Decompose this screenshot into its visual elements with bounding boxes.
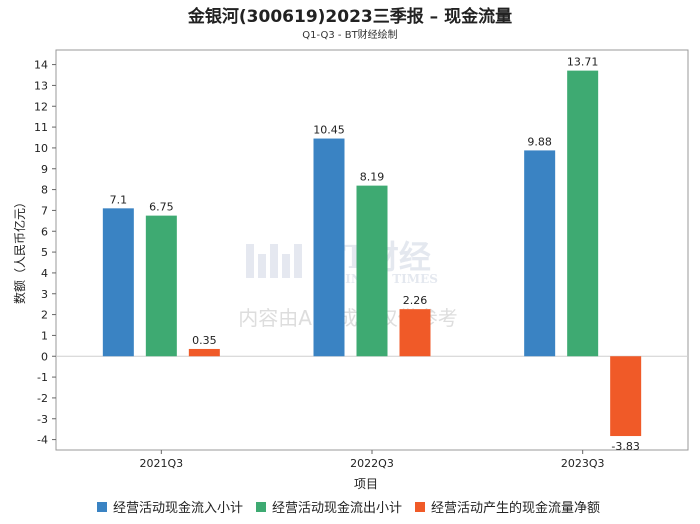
bar-2022Q3-series-1 xyxy=(356,185,388,357)
data-labels: 7.1 6.75 0.35 10.45 8.19 2.26 9.88 13.71 -3.83 xyxy=(110,56,640,453)
bar-2023Q3-series-2 xyxy=(610,356,642,437)
bar-2021Q3-series-1 xyxy=(145,215,177,357)
y-tick-label: 7 xyxy=(41,204,48,217)
y-tick-label: 9 xyxy=(41,163,48,176)
y-tick-label: 0 xyxy=(41,350,48,363)
chart-title: 金银河(300619)2023三季报 – 现金流量 xyxy=(187,6,512,27)
y-tick-label: 14 xyxy=(34,59,48,72)
legend-swatch xyxy=(415,502,425,512)
x-axis: 2021Q3 2022Q3 2023Q3 xyxy=(140,450,605,470)
y-tick-label: 10 xyxy=(34,142,48,155)
legend-item: 经营活动现金流入小计 xyxy=(113,500,243,516)
bar-2022Q3-series-0 xyxy=(313,138,345,357)
data-label: 6.75 xyxy=(149,201,174,214)
legend-swatch xyxy=(97,502,107,512)
data-label: 10.45 xyxy=(313,124,345,137)
y-tick-label: -1 xyxy=(37,371,48,384)
legend: 经营活动现金流入小计 经营活动现金流出小计 经营活动产生的现金流量净额 xyxy=(97,500,600,516)
x-tick-label: 2021Q3 xyxy=(140,457,184,470)
legend-item: 经营活动现金流出小计 xyxy=(272,500,402,516)
y-tick-label: 11 xyxy=(34,121,48,134)
legend-swatch xyxy=(256,502,266,512)
y-tick-label: -2 xyxy=(37,392,48,405)
y-tick-label: 13 xyxy=(34,79,48,92)
data-label: 9.88 xyxy=(527,135,552,148)
y-tick-label: 1 xyxy=(41,329,48,342)
y-tick-label: 8 xyxy=(41,184,48,197)
x-tick-label: 2022Q3 xyxy=(350,457,394,470)
data-label: 2.26 xyxy=(403,294,428,307)
watermark-logo-icon xyxy=(246,244,302,278)
x-tick-label: 2023Q3 xyxy=(561,457,605,470)
y-tick-label: -3 xyxy=(37,413,48,426)
y-tick-label: 6 xyxy=(41,225,48,238)
y-tick-label: -4 xyxy=(37,434,48,447)
bar-2021Q3-series-0 xyxy=(102,208,134,357)
y-tick-label: 4 xyxy=(41,267,48,280)
data-label: 7.1 xyxy=(110,193,128,206)
chart-subtitle: Q1-Q3 - BT财经绘制 xyxy=(302,28,397,41)
data-label: -3.83 xyxy=(611,440,639,453)
legend-item: 经营活动产生的现金流量净额 xyxy=(431,500,600,516)
y-axis-label: 数额（人民币亿元） xyxy=(12,196,27,304)
bar-2021Q3-series-2 xyxy=(188,348,220,357)
bar-2022Q3-series-2 xyxy=(399,309,431,357)
y-tick-label: 5 xyxy=(41,246,48,259)
bar-2023Q3-series-1 xyxy=(567,70,599,357)
data-label: 13.71 xyxy=(567,56,599,69)
y-tick-label: 12 xyxy=(34,100,48,113)
data-label: 0.35 xyxy=(192,334,217,347)
x-axis-label: 项目 xyxy=(354,477,378,491)
bar-2023Q3-series-0 xyxy=(524,150,556,357)
y-tick-label: 2 xyxy=(41,309,48,322)
bars xyxy=(102,70,642,437)
y-tick-label: 3 xyxy=(41,288,48,301)
data-label: 8.19 xyxy=(360,171,385,184)
